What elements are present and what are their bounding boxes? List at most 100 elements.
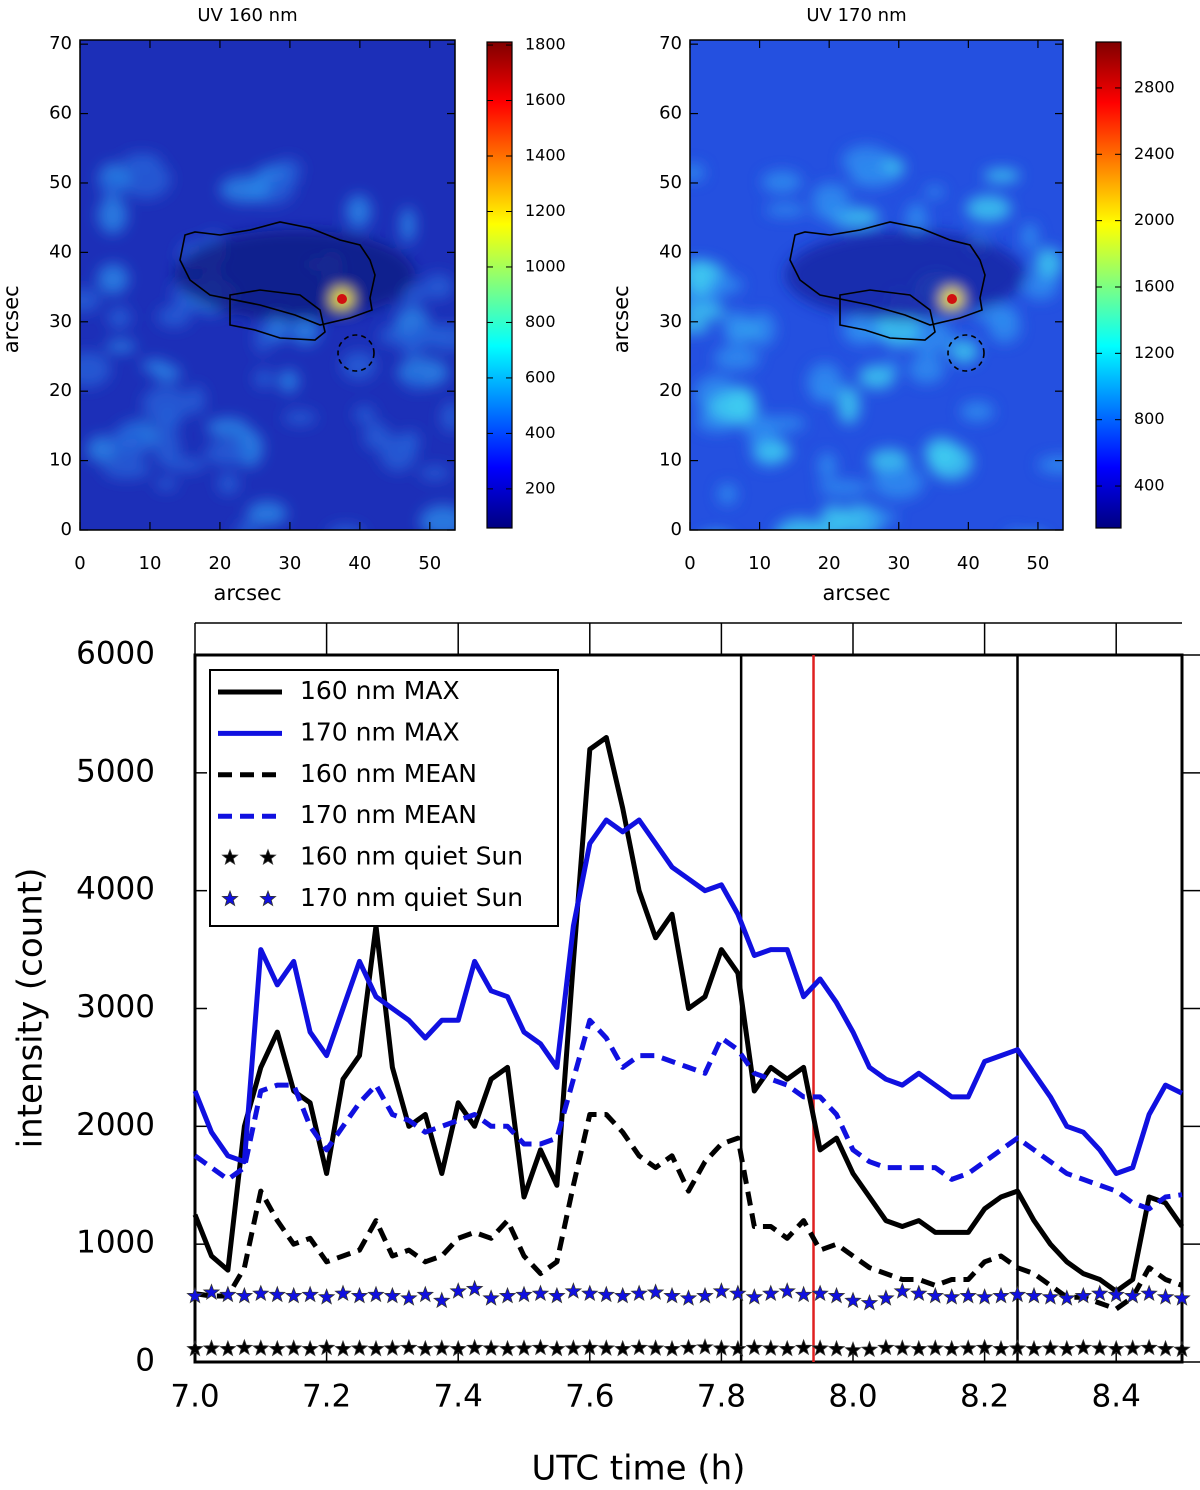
star-marker	[465, 1279, 484, 1297]
y-tick-label: 60	[49, 103, 72, 124]
image-blob	[1013, 529, 1017, 530]
image-blob	[121, 159, 171, 200]
x-axis-label: arcsec	[823, 581, 891, 605]
image-blob	[697, 533, 736, 556]
star-marker	[827, 1339, 846, 1357]
y-tick-label: 30	[49, 311, 72, 332]
star-marker	[334, 1339, 352, 1357]
y-tick-label: 0	[61, 519, 72, 540]
x-tick-label: 0	[684, 553, 695, 574]
star-marker	[762, 1284, 780, 1302]
image-blob	[1020, 222, 1039, 251]
image-blob	[690, 320, 710, 334]
image-blob	[266, 172, 299, 189]
star-marker	[564, 1339, 583, 1356]
image-blob	[329, 524, 363, 530]
star-marker	[844, 1291, 862, 1309]
star-marker	[811, 1339, 829, 1356]
image-texture	[80, 153, 455, 530]
legend-label: 160 nm quiet Sun	[300, 842, 523, 871]
star-marker	[350, 1286, 369, 1304]
image-blob	[422, 273, 455, 300]
star-marker	[581, 1338, 599, 1356]
image-blob	[399, 207, 416, 243]
colorbar	[1095, 41, 1122, 529]
star-marker	[1041, 1339, 1060, 1356]
series-line	[192, 817, 1184, 1176]
star-marker	[679, 1289, 698, 1306]
star-marker	[745, 1338, 763, 1356]
y-axis-label: arcsec	[0, 285, 23, 353]
image-hot-core	[337, 294, 347, 304]
star-marker	[1173, 1289, 1191, 1306]
star-marker	[1140, 1284, 1158, 1302]
image-blob	[219, 175, 271, 204]
contours	[789, 221, 986, 372]
star-marker	[794, 1285, 813, 1303]
star-marker	[285, 1339, 303, 1356]
star-marker	[1123, 1286, 1142, 1304]
image-blob	[235, 520, 258, 530]
image-blob	[217, 472, 240, 495]
image-blob	[811, 182, 850, 214]
star-marker	[416, 1285, 434, 1303]
legend-label: 170 nm quiet Sun	[300, 883, 523, 912]
y-tick-label: 40	[49, 241, 72, 262]
star-marker	[745, 1288, 763, 1305]
star-marker	[910, 1339, 928, 1357]
star-marker	[548, 1286, 566, 1304]
image-blob	[849, 165, 897, 188]
star-marker	[416, 1339, 434, 1357]
star-marker	[794, 1338, 813, 1356]
star-marker	[498, 1286, 517, 1304]
image-blob	[949, 339, 979, 364]
image-blob	[807, 362, 843, 403]
image-blob	[713, 345, 760, 371]
star-marker	[992, 1339, 1010, 1357]
image-blob	[965, 195, 1012, 222]
star-marker	[1025, 1286, 1043, 1304]
star-marker	[515, 1285, 533, 1303]
image-blob	[837, 386, 861, 425]
image-blob	[817, 452, 837, 481]
x-tick-label: 7.0	[170, 1379, 219, 1415]
star-marker	[449, 1339, 467, 1357]
y-tick-label: 10	[49, 450, 72, 471]
star-marker	[630, 1284, 648, 1302]
star-marker	[400, 1338, 418, 1356]
star-marker	[926, 1339, 944, 1356]
star-marker	[383, 1339, 402, 1356]
x-tick-label: 30	[278, 553, 301, 574]
star-marker	[1173, 1340, 1191, 1358]
star-marker	[893, 1282, 912, 1299]
image-blob	[419, 465, 451, 481]
star-marker	[482, 1289, 500, 1306]
star-marker	[663, 1339, 681, 1357]
x-tick-label: 40	[348, 553, 371, 574]
image-blob	[1037, 456, 1063, 474]
y-tick-label: 70	[659, 33, 682, 54]
x-tick-label: 7.2	[302, 1379, 351, 1415]
star-marker	[317, 1338, 336, 1356]
image-blob	[105, 340, 137, 353]
star-marker	[268, 1285, 286, 1303]
colorbar-tick-label: 800	[525, 312, 556, 331]
image-blob	[97, 263, 129, 295]
colorbar-tick-label: 400	[1134, 476, 1165, 495]
image-blob	[908, 354, 945, 384]
y-tick-label: 50	[49, 172, 72, 193]
colorbar-tick-label: 1000	[525, 256, 566, 275]
x-tick-label: 8.2	[960, 1379, 1009, 1415]
image-blob	[254, 324, 271, 354]
star-marker	[1074, 1286, 1092, 1304]
image-blob	[440, 401, 455, 433]
image-blob	[761, 170, 802, 194]
contour-main	[179, 221, 376, 326]
star-marker	[383, 1286, 402, 1304]
star-marker	[515, 1339, 533, 1356]
star-marker	[597, 1339, 615, 1356]
y-axis-label: arcsec	[609, 285, 633, 353]
star-marker	[1107, 1339, 1125, 1357]
chart-title: UV 160 nm	[197, 5, 297, 26]
